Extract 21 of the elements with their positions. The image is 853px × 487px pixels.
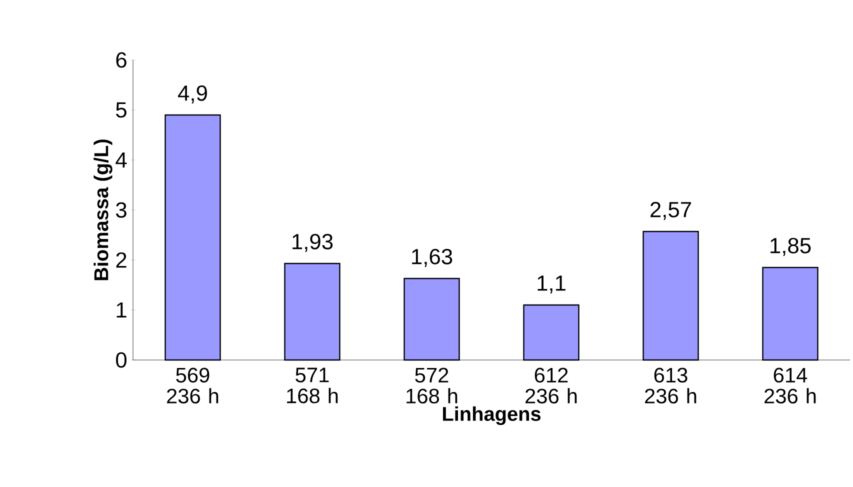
data-label: 1,85: [770, 238, 811, 256]
data-label: 1,1: [538, 276, 566, 294]
data-label: 1,93: [292, 234, 333, 252]
y-axis-title: Biomassa (g/L): [94, 140, 112, 280]
x-axis-title: Linhagens: [443, 406, 541, 426]
y-tick-label: 4: [116, 152, 127, 168]
data-label: 4,9: [178, 85, 207, 104]
x-tick-label: 613 236 h: [645, 368, 696, 404]
y-tick-label: 6: [116, 52, 126, 68]
y-tick-label: 5: [116, 102, 126, 118]
y-tick-label: 2: [116, 252, 126, 268]
x-tick-label: 571 168 h: [287, 368, 338, 404]
data-label: 1,63: [412, 248, 452, 267]
x-tick-label: 572 168 h: [406, 368, 458, 404]
x-tick-label: 569 236 h: [167, 368, 218, 404]
y-tick-label: 3: [116, 202, 126, 218]
x-tick-label: 612 236 h: [526, 368, 577, 404]
y-tick-label: 1: [116, 302, 126, 318]
x-tick-label: 614 236 h: [764, 368, 816, 404]
y-tick-label: 0: [116, 352, 126, 368]
data-label: 2,57: [650, 202, 691, 220]
